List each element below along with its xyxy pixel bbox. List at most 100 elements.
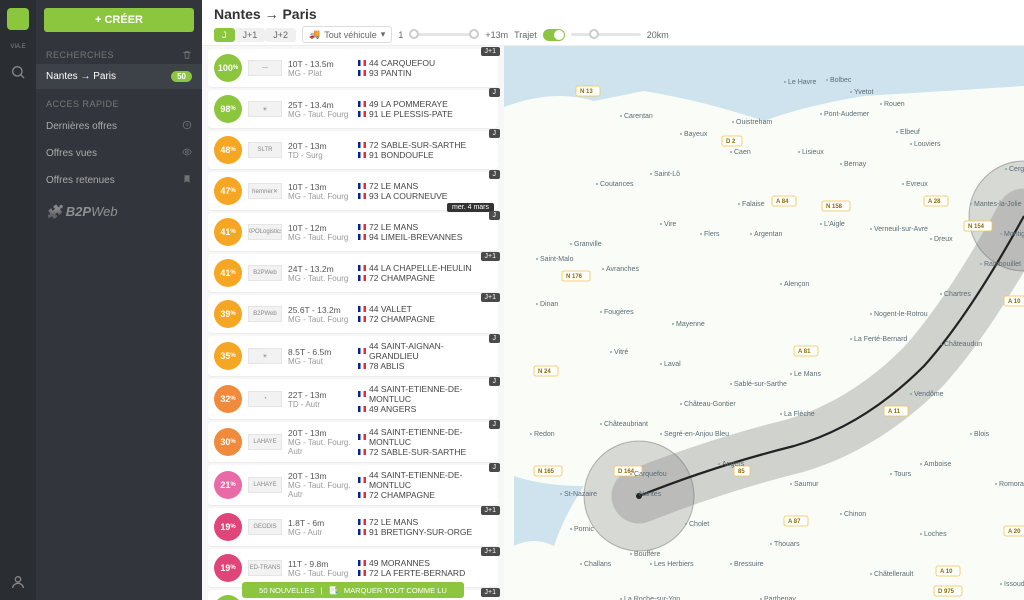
svg-text:Parthenay: Parthenay <box>764 596 796 600</box>
svg-text:Dinan: Dinan <box>540 301 558 308</box>
flag-icon <box>358 449 366 455</box>
svg-text:Loches: Loches <box>924 531 947 538</box>
svg-text:Vire: Vire <box>664 221 676 228</box>
svg-text:L'Aigle: L'Aigle <box>824 221 845 228</box>
eye-icon <box>182 147 192 160</box>
header: Nantes → Paris JJ+1J+2 🚚Tout véhicule▾ 1… <box>202 0 1024 46</box>
svg-text:Vitré: Vitré <box>614 349 628 356</box>
quick-item-0[interactable]: Dernières offres <box>36 113 202 140</box>
filter-bar: JJ+1J+2 🚚Tout véhicule▾ 1 +13m Trajet 20… <box>214 26 1012 43</box>
route-col: 44 SAINT-ETIENNE-DE-MONTLUC 49 ANGERS <box>358 384 492 414</box>
create-button[interactable]: + CRÉER <box>44 8 194 32</box>
trajet-toggle[interactable] <box>543 29 565 41</box>
svg-text:Dreux: Dreux <box>934 236 953 243</box>
svg-text:Châteaudun: Châteaudun <box>944 341 982 348</box>
flag-icon <box>358 193 366 199</box>
offer-card[interactable]: J 35% ☀ 8.5T - 6.5mMG - Taut 44 SAINT-AI… <box>208 336 498 376</box>
search-icon[interactable] <box>10 64 26 80</box>
carrier-logo: B2PWeb <box>248 265 282 281</box>
bookmark-icon <box>182 174 192 187</box>
offer-card[interactable]: J 21% LAHAYE 20T - 13mMG - Taut. Fourg. … <box>208 465 498 505</box>
svg-text:A 10: A 10 <box>1008 299 1021 305</box>
distance-slider[interactable] <box>571 33 641 36</box>
svg-text:Chinon: Chinon <box>844 511 866 518</box>
match-percent: 32% <box>214 385 242 413</box>
route-col: 72 LE MANS 93 LA COURNEUVE <box>358 181 492 201</box>
offer-card[interactable]: J 32% ◔ 22T - 13mTD - Autr 44 SAINT-ETIE… <box>208 379 498 419</box>
svg-text:Vendôme: Vendôme <box>914 391 944 398</box>
day-chip-J[interactable]: J <box>214 28 235 42</box>
spec-col: 20T - 13mMG - Taut. Fourg. Autr <box>288 471 358 499</box>
vehicle-select[interactable]: 🚚Tout véhicule▾ <box>302 26 392 43</box>
svg-text:Mantes-la-Jolie: Mantes-la-Jolie <box>974 201 1022 208</box>
svg-text:Romorantin-Lanthenay: Romorantin-Lanthenay <box>999 481 1024 488</box>
spec-col: 24T - 13.2mMG - Taut. Fourg <box>288 264 358 283</box>
offer-card[interactable]: J 98% ☀ 25T - 13.4mMG - Taut. Fourg 49 L… <box>208 90 498 128</box>
svg-text:Fougères: Fougères <box>604 309 634 316</box>
svg-text:Nogent-le-Rotrou: Nogent-le-Rotrou <box>874 311 928 318</box>
spec-col: 22T - 13mTD - Autr <box>288 390 358 409</box>
spec-col: 8.5T - 6.5mMG - Taut <box>288 347 358 366</box>
offer-card[interactable]: J+1 100% — 10T - 13.5mMG - Plat 44 CARQU… <box>208 49 498 87</box>
quick-item-1[interactable]: Offres vues <box>36 140 202 167</box>
day-tag: J+1 <box>481 252 500 261</box>
match-percent: 35% <box>214 342 242 370</box>
day-tag: J <box>489 377 501 386</box>
route-col: 44 SAINT-ETIENNE-DE-MONTLUC 72 CHAMPAGNE <box>358 470 492 500</box>
trash-icon[interactable] <box>182 50 192 60</box>
offer-card[interactable]: J 48% SLTR 20T - 13mTD - Surg 72 SABLE-S… <box>208 131 498 169</box>
app-logo[interactable] <box>7 8 29 30</box>
match-percent: 17% <box>214 595 242 600</box>
svg-text:Carquefou: Carquefou <box>634 471 667 478</box>
match-percent: 98% <box>214 95 242 123</box>
flag-icon <box>358 265 366 271</box>
quick-item-label: Offres vues <box>46 148 97 159</box>
svg-text:N 158: N 158 <box>826 204 843 210</box>
quick-item-label: Offres retenues <box>46 175 115 186</box>
svg-text:Blois: Blois <box>974 431 990 438</box>
svg-text:Falaise: Falaise <box>742 201 765 208</box>
svg-text:N 13: N 13 <box>580 89 593 95</box>
map[interactable]: N 13D 2A 84N 158A 28N 154N 24A 81N 176N … <box>504 46 1024 600</box>
day-chip-J+1[interactable]: J+1 <box>235 28 266 42</box>
svg-text:85: 85 <box>738 469 745 475</box>
list-footer[interactable]: 50 NOUVELLES | 📑 MARQUER TOUT COMME LU <box>242 582 464 598</box>
footer-count: 50 NOUVELLES <box>259 586 314 595</box>
day-tag: J <box>489 334 501 343</box>
svg-text:Cergy: Cergy <box>1009 166 1024 173</box>
offer-card[interactable]: J+1 41% B2PWeb 24T - 13.2mMG - Taut. Fou… <box>208 254 498 292</box>
offer-card[interactable]: J+1 39% B2PWeb 25.6T - 13.2mMG - Taut. F… <box>208 295 498 333</box>
quick-item-2[interactable]: Offres retenues <box>36 167 202 194</box>
svg-text:Redon: Redon <box>534 431 555 438</box>
flag-icon <box>358 183 366 189</box>
svg-text:Thouars: Thouars <box>774 541 800 548</box>
main: Nantes → Paris JJ+1J+2 🚚Tout véhicule▾ 1… <box>202 0 1024 600</box>
carrier-logo: ED-TRANS <box>248 560 282 576</box>
svg-text:A 28: A 28 <box>928 199 941 205</box>
vehicle-select-label: Tout véhicule <box>324 30 377 40</box>
carrier-logo: — <box>248 60 282 76</box>
footer-mark-read: MARQUER TOUT COMME LU <box>344 586 447 595</box>
user-icon[interactable] <box>10 574 26 590</box>
svg-text:Château-Gontier: Château-Gontier <box>684 401 736 408</box>
svg-text:Rambouillet: Rambouillet <box>984 261 1021 268</box>
svg-text:Issoudun: Issoudun <box>1004 581 1024 588</box>
spec-col: 25T - 13.4mMG - Taut. Fourg <box>288 100 358 119</box>
partner-logo: 🧩 B2PWeb <box>46 204 192 220</box>
offer-card[interactable]: J 30% LAHAYE 20T - 13mMG - Taut. Fourg. … <box>208 422 498 462</box>
flag-icon <box>358 60 366 66</box>
svg-text:Bernay: Bernay <box>844 161 867 168</box>
offer-card[interactable]: J+1 19% GEODIS 1.8T - 6mMG - Autr 72 LE … <box>208 508 498 546</box>
day-chip-J+2[interactable]: J+2 <box>265 28 296 42</box>
flag-icon <box>358 391 366 397</box>
route-col: 44 VALLET 72 CHAMPAGNE <box>358 304 492 324</box>
svg-text:La Ferté-Bernard: La Ferté-Bernard <box>854 336 907 343</box>
svg-text:D 164: D 164 <box>618 469 635 475</box>
length-slider[interactable] <box>409 33 479 36</box>
svg-text:A 81: A 81 <box>798 349 811 355</box>
offer-card[interactable]: mer. 4 mars J 41% XPOLogistics 10T - 12m… <box>208 213 498 251</box>
route-col: 44 SAINT-AIGNAN-GRANDLIEU 78 ABLIS <box>358 341 492 371</box>
route-col: 44 CARQUEFOU 93 PANTIN <box>358 58 492 78</box>
search-item-nantes-paris[interactable]: Nantes → Paris 50 <box>36 64 202 89</box>
svg-text:Le Havre: Le Havre <box>788 79 817 86</box>
